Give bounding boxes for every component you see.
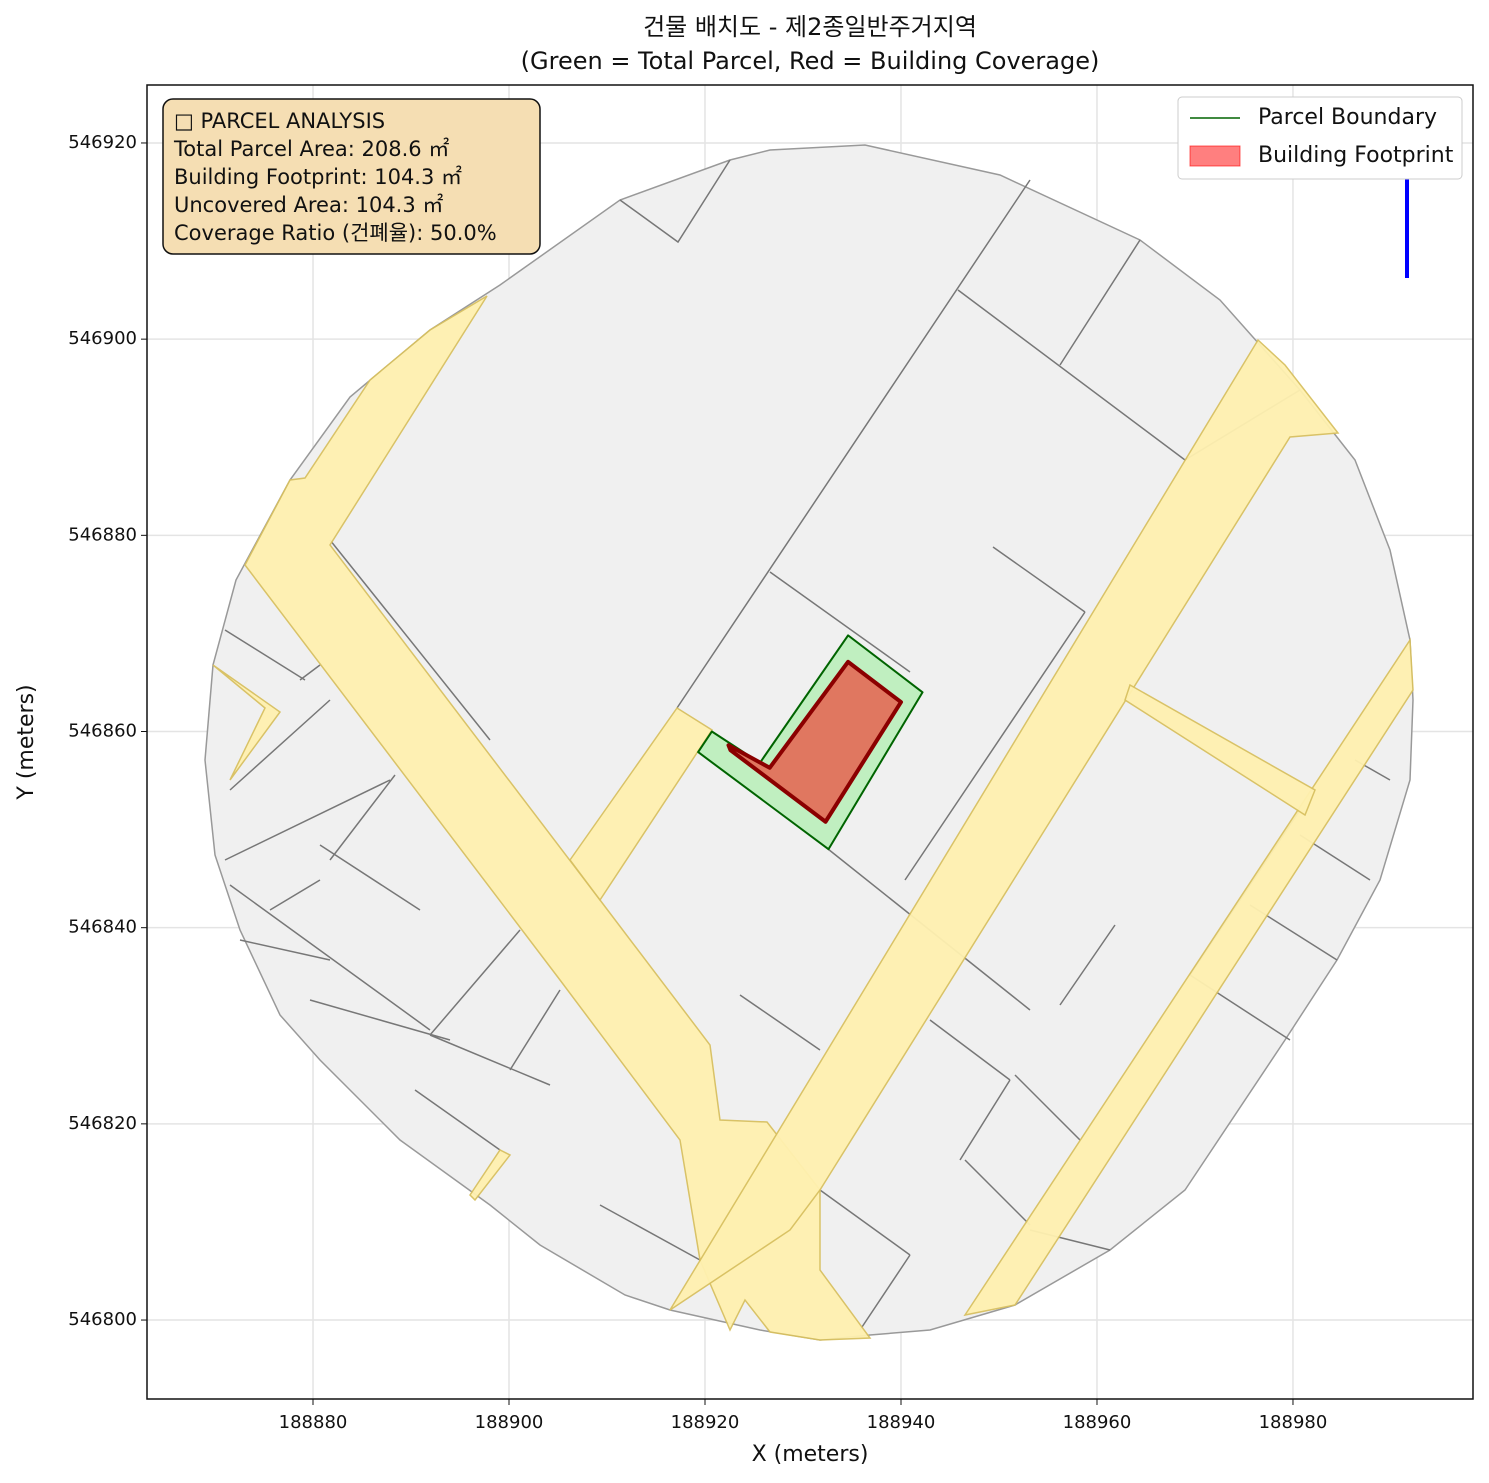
info-line: Uncovered Area: 104.3 ㎡ (174, 193, 443, 217)
legend-label: Building Footprint (1258, 143, 1454, 168)
info-line: Building Footprint: 104.3 ㎡ (174, 165, 462, 189)
legend-entries: Parcel Boundary Building Footprint (1189, 105, 1454, 168)
y-tick-label: 546920 (68, 132, 137, 153)
x-tick-label: 188980 (1259, 1412, 1328, 1433)
chart-subtitle: (Green = Total Parcel, Red = Building Co… (521, 47, 1100, 75)
x-axis-label: X (meters) (752, 1442, 869, 1467)
y-tick-label: 546860 (68, 721, 137, 742)
legend-label: Parcel Boundary (1258, 105, 1437, 130)
road (212, 664, 282, 781)
legend (1177, 96, 1463, 180)
y-axis-label: Y (meters) (14, 684, 39, 800)
road (569, 706, 714, 902)
legend-swatch (1189, 145, 1241, 167)
roads (212, 295, 1414, 1341)
road (669, 338, 1340, 1311)
plot-frame (146, 84, 1474, 1400)
x-tick-label: 188920 (671, 1412, 740, 1433)
polygon-mark (726, 659, 903, 824)
y-tick-label: 546900 (68, 328, 137, 349)
x-tick-label: 188960 (1063, 1412, 1132, 1433)
road (469, 1149, 512, 1202)
y-tick-label: 546800 (68, 1309, 137, 1330)
info-box (162, 98, 541, 255)
info-line: □ PARCEL ANALYSIS (174, 109, 385, 133)
road (1124, 683, 1316, 817)
x-tick-label: 188900 (475, 1412, 544, 1433)
info-line: Total Parcel Area: 208.6 ㎡ (173, 137, 449, 161)
y-tick-label: 546880 (68, 524, 137, 545)
chart-title: 건물 배치도 - 제2종일반주거지역 (643, 13, 977, 41)
data (697, 634, 924, 851)
x-tick-label: 188940 (867, 1412, 936, 1433)
y-tick-label: 546820 (68, 1113, 137, 1134)
info-text: □ PARCEL ANALYSIS Total Parcel Area: 208.… (173, 109, 497, 245)
y-tick-label: 546840 (68, 917, 137, 938)
x-tick-label: 188880 (279, 1412, 348, 1433)
base-map (204, 105, 1414, 1341)
info-line: Coverage Ratio (건폐율): 50.0% (174, 221, 497, 245)
